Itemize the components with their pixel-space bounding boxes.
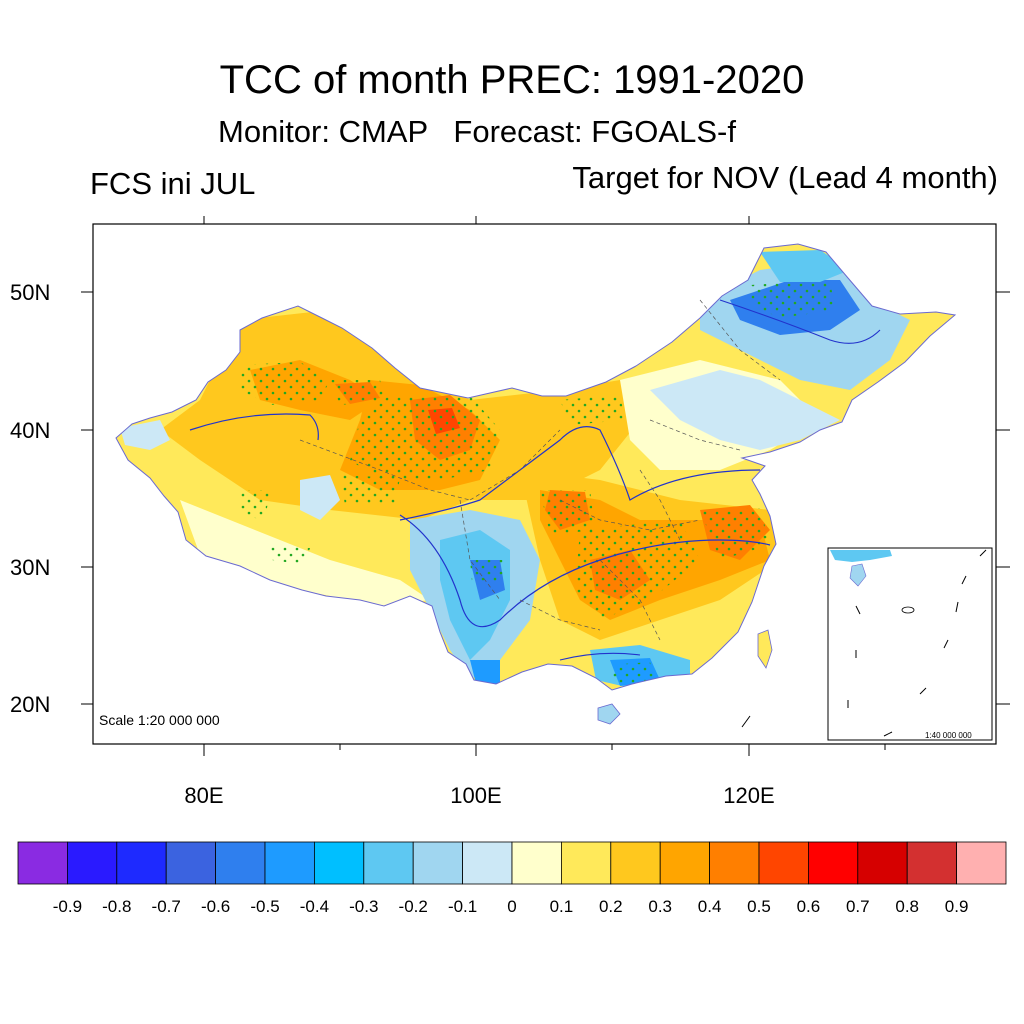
chart-subtitle: Monitor: CMAP Forecast: FGOALS-f: [218, 114, 736, 149]
stipple-tibet-west: [240, 490, 270, 520]
colorbar-swatch-11: [561, 841, 612, 885]
stipple-central: [350, 395, 500, 480]
colorbar-label: 0.2: [598, 897, 623, 916]
river-tarim: [189, 413, 319, 441]
lat-label-50n: 50N: [10, 280, 51, 305]
colorbar-swatch-8: [412, 841, 464, 885]
colorbar-label: 0.9: [944, 897, 969, 916]
river-yellow: [399, 426, 761, 521]
colorbar-swatch-2: [116, 841, 167, 885]
colorbar-label: -0.6: [200, 897, 231, 916]
island-dash: [741, 715, 751, 728]
colorbar-swatch-16: [808, 841, 859, 885]
inset-hainan: [849, 563, 867, 587]
lon-label-80e: 80E: [184, 783, 224, 808]
lat-label-30n: 30N: [10, 555, 51, 580]
stipple-sichuan: [540, 490, 595, 535]
field-neg-0.1-west: [120, 420, 170, 450]
lat-label-20n: 20N: [10, 692, 51, 717]
colorbar-label: 0.5: [747, 897, 771, 916]
field-neg-0.4-yunnan: [470, 660, 500, 684]
colorbar-label: -0.9: [52, 897, 83, 916]
taiwan-island: [757, 629, 773, 669]
colorbar-label: 0.1: [549, 897, 574, 916]
china-border: [115, 243, 957, 691]
axis-ticks: [81, 216, 1010, 756]
colorbar-swatch-5: [264, 841, 315, 885]
stipple-northeast: [750, 280, 835, 318]
field-neg-0.3-far-northeast: [760, 250, 850, 282]
scale-text: Scale 1:20 000 000: [99, 712, 220, 728]
colorbar-swatch-0: [17, 841, 68, 885]
stipple-west: [240, 362, 330, 405]
colorbar-swatch-4: [215, 841, 266, 885]
target-label: Target for NOV (Lead 4 month): [572, 160, 998, 195]
colorbar-swatch-17: [857, 841, 908, 885]
colorbar-swatch-6: [313, 841, 365, 885]
initialization-label: FCS ini JUL: [90, 166, 256, 201]
stipple-tibet-south: [270, 545, 310, 565]
river-yangtze: [399, 514, 771, 628]
colorbar-label: 0.6: [796, 897, 821, 916]
stipple-inner-mongolia: [560, 395, 625, 425]
colorbar-swatch-14: [709, 841, 760, 885]
lon-label-120e: 120E: [723, 783, 775, 808]
colorbar-swatch-10: [511, 841, 562, 885]
stipple-east: [700, 508, 770, 560]
colorbar-label: 0.4: [697, 897, 722, 916]
colorbar-swatch-9: [462, 841, 513, 885]
colorbar-label: -0.8: [102, 897, 132, 916]
colorbar-label: -0.1: [447, 897, 478, 916]
colorbar-label: 0: [507, 897, 517, 916]
colorbar: [17, 841, 1007, 885]
hainan-island: [597, 703, 621, 725]
colorbar-swatch-13: [659, 841, 711, 885]
stipple-guangdong: [610, 662, 655, 684]
stipple-tianshan: [330, 380, 385, 405]
inset-islet: [901, 606, 915, 614]
river-heilong: [719, 299, 881, 344]
river-pearl: [559, 652, 641, 661]
colorbar-swatch-15: [758, 841, 809, 885]
inset-scale-text: 1:40 000 000: [925, 731, 972, 740]
stipple-central-china: [575, 520, 700, 620]
province-borders: [299, 299, 781, 641]
lon-label-100e: 100E: [450, 783, 502, 808]
colorbar-swatch-18: [906, 841, 958, 885]
lat-label-40n: 40N: [10, 418, 51, 443]
colorbar-label: -0.2: [398, 897, 428, 916]
stipple-southwest: [470, 560, 505, 582]
field-neg-0.1-north-china: [650, 370, 840, 450]
colorbar-label: 0.3: [648, 897, 673, 916]
colorbar-label: 0.8: [895, 897, 920, 916]
colorbar-swatch-12: [610, 841, 661, 885]
stipple-qinghai: [340, 475, 400, 505]
colorbar-label: -0.5: [250, 897, 280, 916]
field-neg-0.1-tibet: [300, 475, 340, 520]
chart-title: TCC of month PREC: 1991-2020: [219, 58, 805, 102]
colorbar-label: -0.4: [299, 897, 330, 916]
colorbar-swatch-1: [67, 841, 118, 885]
colorbar-label: 0.7: [845, 897, 870, 916]
inset-coast-fill: [830, 550, 892, 562]
inset-nine-dash-line: [847, 549, 987, 737]
colorbar-label: -0.7: [151, 897, 181, 916]
colorbar-swatch-3: [165, 841, 216, 885]
colorbar-swatch-7: [363, 841, 414, 885]
colorbar-swatch-19: [956, 841, 1007, 885]
colorbar-label: -0.3: [349, 897, 379, 916]
